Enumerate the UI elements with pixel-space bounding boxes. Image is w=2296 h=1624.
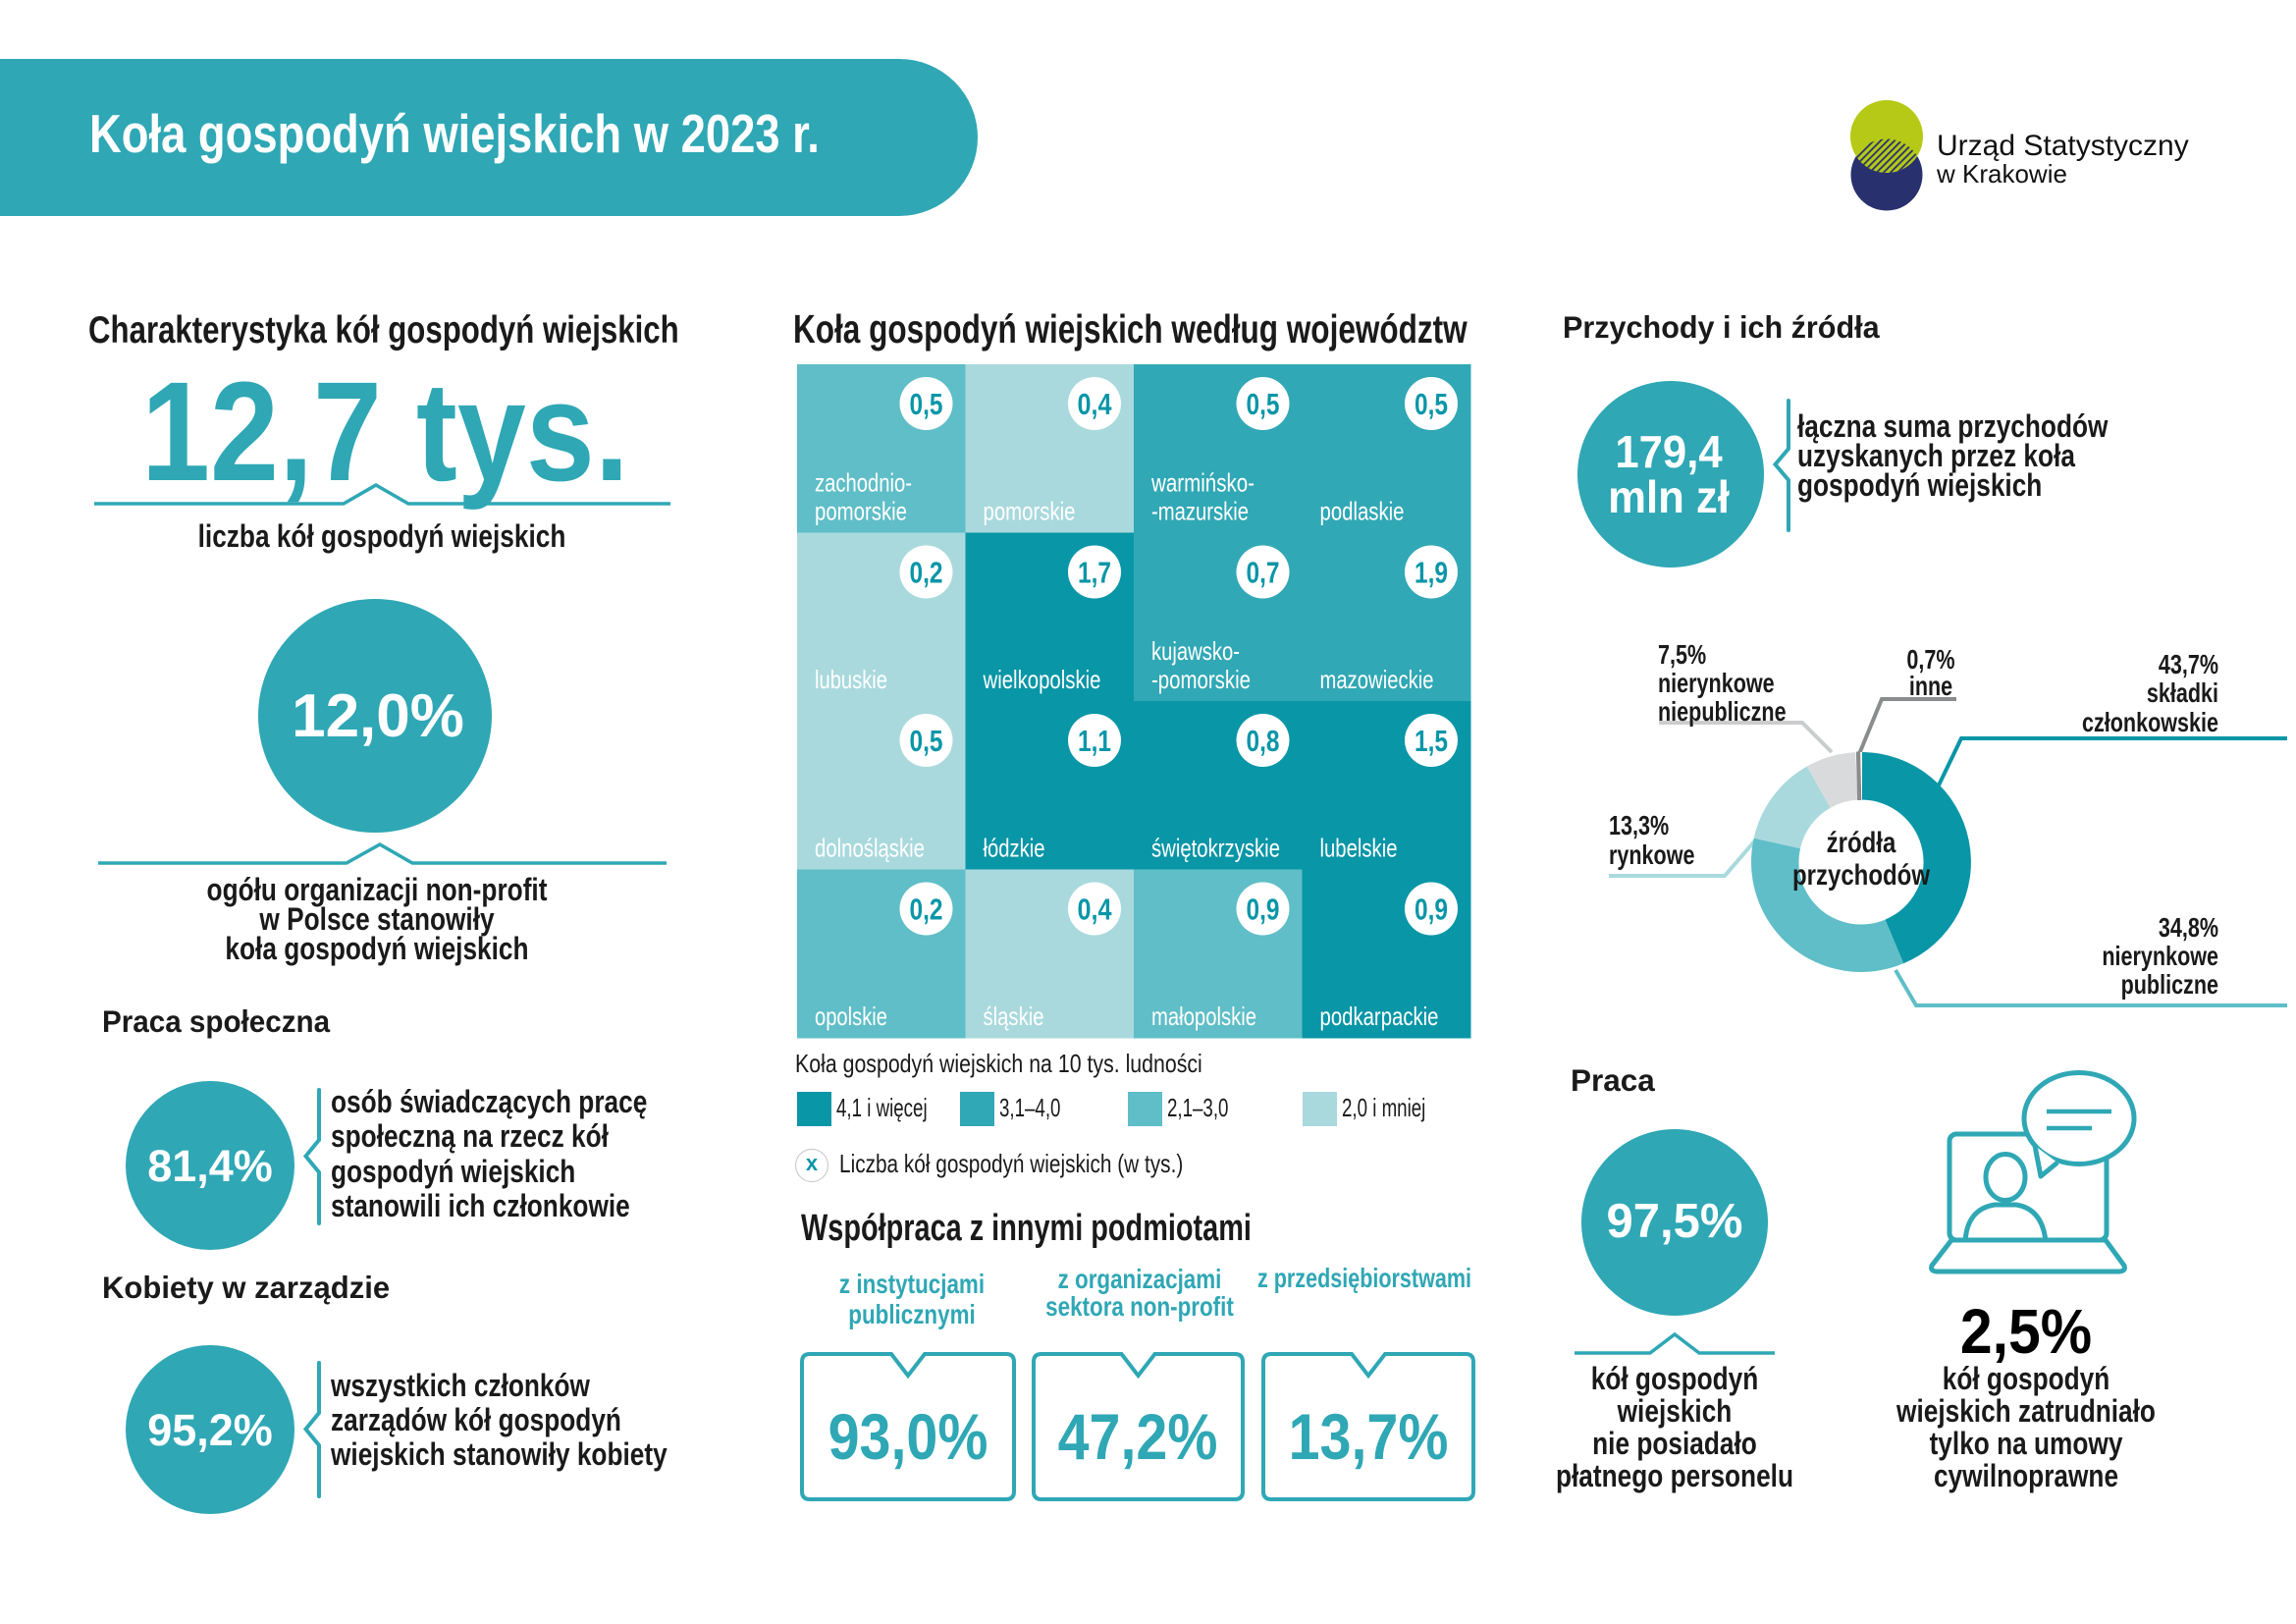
svg-text:pomorskie: pomorskie (815, 497, 907, 526)
svg-text:lubuskie: lubuskie (815, 665, 887, 694)
svg-text:mazowieckie: mazowieckie (1320, 665, 1434, 694)
svg-text:pomorskie: pomorskie (984, 497, 1076, 526)
svg-text:0,4: 0,4 (1078, 387, 1113, 421)
svg-text:łódzkie: łódzkie (984, 834, 1045, 863)
svg-text:dolnośląskie: dolnośląskie (815, 834, 925, 863)
svg-text:0,7: 0,7 (1247, 556, 1280, 590)
svg-text:lubelskie: lubelskie (1320, 834, 1398, 863)
svg-text:-mazurskie: -mazurskie (1151, 497, 1249, 526)
svg-text:podlaskie: podlaskie (1320, 497, 1405, 526)
svg-text:0,4: 0,4 (1078, 893, 1113, 927)
svg-text:1,9: 1,9 (1415, 556, 1448, 590)
svg-text:0,9: 0,9 (1247, 893, 1280, 927)
svg-text:zachodnio-: zachodnio- (815, 468, 912, 498)
svg-text:opolskie: opolskie (815, 1001, 887, 1031)
svg-text:Urząd Statystyczny: Urząd Statystyczny (1937, 130, 2189, 162)
svg-text:małopolskie: małopolskie (1151, 1001, 1256, 1031)
svg-text:śląskie: śląskie (984, 1001, 1044, 1031)
svg-text:-pomorskie: -pomorskie (1151, 665, 1251, 694)
svg-text:podkarpackie: podkarpackie (1320, 1001, 1439, 1031)
svg-text:1,1: 1,1 (1078, 724, 1111, 758)
svg-text:w Krakowie: w Krakowie (1936, 159, 2067, 189)
svg-text:0,2: 0,2 (910, 556, 943, 590)
svg-text:kujawsko-: kujawsko- (1151, 636, 1240, 666)
svg-text:0,5: 0,5 (910, 387, 943, 421)
svg-text:świętokrzyskie: świętokrzyskie (1151, 834, 1280, 863)
svg-text:0,2: 0,2 (910, 893, 943, 927)
svg-text:1,7: 1,7 (1078, 556, 1111, 590)
svg-text:1,5: 1,5 (1415, 724, 1448, 758)
svg-text:0,5: 0,5 (1415, 387, 1448, 421)
svg-text:0,5: 0,5 (1247, 387, 1280, 421)
svg-text:0,9: 0,9 (1415, 893, 1448, 927)
svg-text:0,8: 0,8 (1247, 724, 1280, 758)
svg-text:wielkopolskie: wielkopolskie (983, 665, 1101, 694)
svg-text:0,5: 0,5 (910, 724, 943, 758)
svg-text:warmińsko-: warmińsko- (1150, 468, 1255, 498)
